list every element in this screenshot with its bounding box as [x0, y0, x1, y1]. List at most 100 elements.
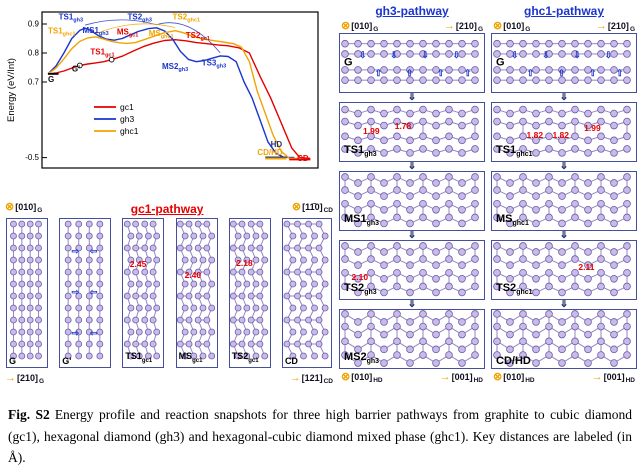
atom [445, 268, 453, 277]
atom [432, 318, 440, 326]
y-tick-label: 0.8 [28, 49, 40, 58]
atom [380, 288, 388, 297]
atom [597, 282, 605, 291]
atom [229, 268, 237, 276]
atom [571, 351, 579, 359]
atom [238, 244, 246, 252]
atom [419, 105, 427, 114]
atom [419, 132, 427, 141]
atom [243, 232, 250, 240]
atom [367, 213, 375, 222]
atom [623, 76, 631, 84]
atom [145, 256, 153, 264]
frame-label-sub: gh3 [366, 220, 380, 227]
atom [64, 292, 72, 300]
atom [493, 76, 501, 84]
atom [610, 261, 618, 269]
atom [96, 292, 104, 300]
atom [367, 105, 375, 114]
atom [571, 242, 579, 250]
atom [10, 280, 17, 288]
crystal-direction-marker: → [210] G [5, 372, 44, 385]
frame-ts1ghc1: TS1ghc1 1.82 1.82 1.99 [491, 102, 637, 162]
atom [584, 205, 592, 214]
atom [432, 50, 440, 58]
direction-sub: G [373, 25, 379, 33]
atom [96, 232, 104, 240]
atom [35, 280, 42, 288]
atom [354, 109, 362, 118]
atom [261, 232, 268, 240]
atom [18, 244, 26, 252]
frame-label: TS1gh3 [344, 144, 377, 160]
atom [432, 219, 440, 228]
frame-label: MSgc1 [179, 352, 203, 366]
atom [145, 280, 153, 288]
atom [458, 39, 466, 48]
atom [445, 145, 453, 153]
y-tick-label: 0.9 [28, 20, 40, 29]
atom [132, 340, 140, 348]
frame-label-text: G [344, 56, 353, 69]
atom [493, 66, 501, 74]
down-connector-icon: ⇓ [407, 229, 417, 241]
atom [623, 145, 631, 153]
atom [10, 340, 17, 348]
atom [445, 255, 453, 263]
atom [432, 261, 440, 269]
atom [199, 232, 206, 240]
atom [64, 244, 72, 252]
energy-profile-svg: 0.9 0.8 0.7 -0.5 Energy (eV/Int) TS1gh3 TS2gh3… [6, 11, 319, 169]
atom [623, 132, 631, 141]
atom [571, 50, 579, 58]
atom [545, 351, 553, 359]
atom [136, 256, 144, 264]
atom [141, 220, 149, 228]
chart-frame [41, 11, 319, 169]
atom [471, 255, 479, 263]
atom [406, 205, 414, 214]
atom [584, 219, 592, 228]
atom [238, 220, 246, 228]
gc1-pathway-title: gc1-pathway [130, 202, 204, 216]
atom [96, 352, 104, 360]
stress-arrow-icon: ⇨ [72, 328, 80, 338]
gh3-pathway-title: gh3-pathway [375, 4, 449, 18]
stress-arrow-icon: ⇦ [89, 328, 98, 338]
atom [315, 220, 323, 228]
atom [203, 340, 210, 348]
chart-annotation: HD [271, 140, 283, 149]
molecule-structure: ⇩ ⇩ ⇩ ⇩⇧ ⇧ ⇧ ⇧ [493, 39, 631, 84]
atom [406, 109, 414, 118]
atom [545, 282, 553, 291]
atom [471, 242, 479, 250]
molecule-structure: ⇨ ⇦ ⇨ ⇦ ⇨ ⇦ [64, 220, 104, 360]
atom [471, 310, 479, 318]
frame-label-text: TS2 [496, 281, 517, 294]
atom [26, 352, 34, 360]
atom [10, 328, 17, 336]
stress-arrow-icon: ⇩ [542, 50, 550, 60]
atom [181, 280, 189, 288]
atom [367, 66, 375, 74]
atom [419, 39, 427, 48]
stress-arrow-icon: ⇩ [605, 50, 613, 60]
atom [558, 219, 566, 228]
direction-text: [001] [451, 371, 473, 382]
atom [545, 268, 553, 277]
atom [367, 117, 375, 126]
atom [506, 261, 514, 269]
molecule-structure [493, 310, 631, 367]
stress-arrow-icon: ⇧ [406, 68, 414, 78]
atom [194, 292, 202, 300]
atom [458, 274, 466, 283]
atom [471, 337, 479, 346]
atom [10, 220, 17, 228]
atom [545, 213, 553, 222]
atom [289, 232, 297, 240]
atom [458, 136, 466, 145]
atom [150, 268, 157, 276]
atom [341, 213, 349, 222]
atom [153, 280, 161, 288]
atom [545, 105, 553, 114]
